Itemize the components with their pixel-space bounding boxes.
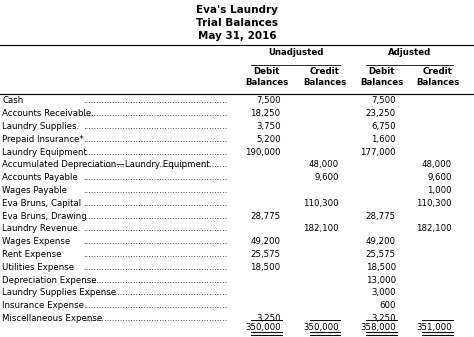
Text: 48,000: 48,000 bbox=[309, 160, 339, 170]
Text: .......................................................: ........................................… bbox=[83, 250, 228, 259]
Text: .......................................................: ........................................… bbox=[83, 288, 228, 298]
Text: Laundry Equipment: Laundry Equipment bbox=[2, 148, 87, 157]
Text: 25,575: 25,575 bbox=[365, 250, 396, 259]
Text: 177,000: 177,000 bbox=[360, 148, 396, 157]
Text: Credit
Balances: Credit Balances bbox=[303, 67, 346, 87]
Text: Laundry Revenue.: Laundry Revenue. bbox=[2, 224, 81, 234]
Text: 5,200: 5,200 bbox=[256, 135, 281, 144]
Text: .......................................................: ........................................… bbox=[83, 122, 228, 131]
Text: 1,600: 1,600 bbox=[371, 135, 396, 144]
Text: Eva Bruns, Capital: Eva Bruns, Capital bbox=[2, 199, 82, 208]
Text: Depreciation Expense: Depreciation Expense bbox=[2, 276, 97, 285]
Text: Unadjusted: Unadjusted bbox=[268, 48, 323, 57]
Text: 6,750: 6,750 bbox=[371, 122, 396, 131]
Text: Debit
Balances: Debit Balances bbox=[245, 67, 288, 87]
Text: Adjusted: Adjusted bbox=[388, 48, 431, 57]
Text: Accounts Payable: Accounts Payable bbox=[2, 173, 78, 182]
Text: .......................................................: ........................................… bbox=[83, 263, 228, 272]
Text: 350,000: 350,000 bbox=[303, 323, 339, 332]
Text: 190,000: 190,000 bbox=[245, 148, 281, 157]
Text: Laundry Supplies Expense: Laundry Supplies Expense bbox=[2, 288, 117, 298]
Text: 182,100: 182,100 bbox=[416, 224, 452, 234]
Text: 3,250: 3,250 bbox=[256, 314, 281, 323]
Text: .......................................................: ........................................… bbox=[83, 224, 228, 234]
Text: Cash: Cash bbox=[2, 96, 24, 105]
Text: Utilities Expense: Utilities Expense bbox=[2, 263, 74, 272]
Text: Wages Expense: Wages Expense bbox=[2, 237, 71, 246]
Text: .......................................................: ........................................… bbox=[83, 186, 228, 195]
Text: 9,600: 9,600 bbox=[314, 173, 339, 182]
Text: Trial Balances: Trial Balances bbox=[196, 18, 278, 28]
Text: Rent Expense: Rent Expense bbox=[2, 250, 62, 259]
Text: .......................................................: ........................................… bbox=[83, 135, 228, 144]
Text: 28,775: 28,775 bbox=[250, 212, 281, 221]
Text: 49,200: 49,200 bbox=[366, 237, 396, 246]
Text: .......................................................: ........................................… bbox=[83, 314, 228, 323]
Text: .......................................................: ........................................… bbox=[83, 160, 228, 170]
Text: 49,200: 49,200 bbox=[251, 237, 281, 246]
Text: .......................................................: ........................................… bbox=[83, 199, 228, 208]
Text: 23,250: 23,250 bbox=[365, 109, 396, 118]
Text: 7,500: 7,500 bbox=[371, 96, 396, 105]
Text: 9,600: 9,600 bbox=[427, 173, 452, 182]
Text: .......................................................: ........................................… bbox=[83, 301, 228, 310]
Text: 25,575: 25,575 bbox=[250, 250, 281, 259]
Text: 182,100: 182,100 bbox=[303, 224, 339, 234]
Text: .......................................................: ........................................… bbox=[83, 109, 228, 118]
Text: 3,250: 3,250 bbox=[371, 314, 396, 323]
Text: Insurance Expense: Insurance Expense bbox=[2, 301, 84, 310]
Text: 350,000: 350,000 bbox=[245, 323, 281, 332]
Text: Laundry Supplies.: Laundry Supplies. bbox=[2, 122, 80, 131]
Text: Accumulated Depreciation—Laundry Equipment: Accumulated Depreciation—Laundry Equipme… bbox=[2, 160, 210, 170]
Text: .......................................................: ........................................… bbox=[83, 237, 228, 246]
Text: Eva Bruns, Drawing: Eva Bruns, Drawing bbox=[2, 212, 87, 221]
Text: Wages Payable: Wages Payable bbox=[2, 186, 67, 195]
Text: 110,300: 110,300 bbox=[303, 199, 339, 208]
Text: 18,250: 18,250 bbox=[250, 109, 281, 118]
Text: .......................................................: ........................................… bbox=[83, 173, 228, 182]
Text: 600: 600 bbox=[379, 301, 396, 310]
Text: 18,500: 18,500 bbox=[365, 263, 396, 272]
Text: 18,500: 18,500 bbox=[250, 263, 281, 272]
Text: 3,000: 3,000 bbox=[371, 288, 396, 298]
Text: Debit
Balances: Debit Balances bbox=[360, 67, 403, 87]
Text: .......................................................: ........................................… bbox=[83, 96, 228, 105]
Text: Credit
Balances: Credit Balances bbox=[416, 67, 459, 87]
Text: Accounts Receivable.: Accounts Receivable. bbox=[2, 109, 94, 118]
Text: 48,000: 48,000 bbox=[421, 160, 452, 170]
Text: May 31, 2016: May 31, 2016 bbox=[198, 31, 276, 41]
Text: 351,000: 351,000 bbox=[416, 323, 452, 332]
Text: Prepaid Insurance*: Prepaid Insurance* bbox=[2, 135, 84, 144]
Text: 28,775: 28,775 bbox=[365, 212, 396, 221]
Text: .......................................................: ........................................… bbox=[83, 276, 228, 285]
Text: .......................................................: ........................................… bbox=[83, 148, 228, 157]
Text: Miscellaneous Expense: Miscellaneous Expense bbox=[2, 314, 102, 323]
Text: 7,500: 7,500 bbox=[256, 96, 281, 105]
Text: 13,000: 13,000 bbox=[365, 276, 396, 285]
Text: 3,750: 3,750 bbox=[256, 122, 281, 131]
Text: 110,300: 110,300 bbox=[416, 199, 452, 208]
Text: .......................................................: ........................................… bbox=[83, 212, 228, 221]
Text: 1,000: 1,000 bbox=[427, 186, 452, 195]
Text: 358,000: 358,000 bbox=[360, 323, 396, 332]
Text: Eva's Laundry: Eva's Laundry bbox=[196, 5, 278, 15]
